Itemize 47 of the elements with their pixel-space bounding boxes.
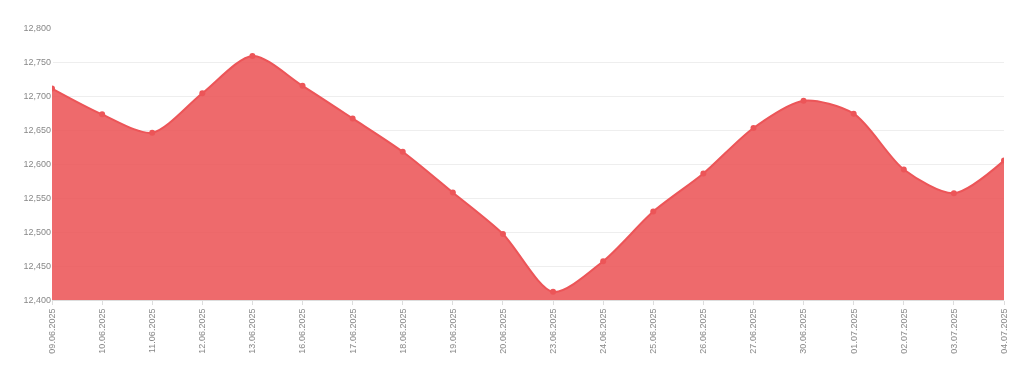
point (149, 129, 156, 136)
x-tick-label: 16.06.2025 (297, 308, 308, 354)
point (249, 52, 256, 59)
y-tick-label: 12,750 (23, 57, 51, 68)
y-tick-label: 12,700 (23, 91, 51, 102)
point (750, 124, 757, 131)
y-tick-label: 12,550 (23, 193, 51, 204)
point (850, 110, 857, 117)
point (349, 115, 356, 122)
point (499, 231, 506, 238)
y-tick-label: 12,800 (23, 23, 51, 34)
x-tick-label: 17.06.2025 (347, 308, 358, 354)
point (600, 258, 607, 265)
y-tick-label: 12,500 (23, 227, 51, 238)
x-tick-label: 02.07.2025 (898, 308, 909, 354)
x-tick-label: 27.06.2025 (748, 308, 759, 354)
x-tick-label: 24.06.2025 (598, 308, 609, 354)
point (650, 208, 657, 215)
x-tick-label: 10.06.2025 (97, 308, 108, 354)
y-tick-label: 12,450 (23, 261, 51, 272)
point (550, 288, 557, 295)
point (700, 170, 707, 177)
x-tick-label: 23.06.2025 (547, 308, 558, 354)
x-tick-label: 03.07.2025 (948, 308, 959, 354)
point (950, 190, 957, 197)
point (299, 82, 306, 89)
x-tick-label: 20.06.2025 (497, 308, 508, 354)
point (99, 111, 106, 118)
x-tick-label: 11.06.2025 (147, 308, 158, 353)
point (199, 90, 206, 97)
x-tick-label: 13.06.2025 (247, 308, 258, 354)
point (399, 148, 406, 155)
x-tick-label: 19.06.2025 (447, 308, 458, 354)
point (449, 189, 456, 196)
y-tick-label: 12,600 (23, 159, 51, 170)
y-tick-label: 12,400 (23, 295, 51, 306)
point (800, 97, 807, 104)
x-tick-label: 26.06.2025 (698, 308, 709, 354)
x-tick-label: 25.06.2025 (648, 308, 659, 354)
x-tick-label: 18.06.2025 (397, 308, 408, 354)
x-tick-label: 12.06.2025 (197, 308, 208, 354)
x-tick-label: 30.06.2025 (798, 308, 809, 354)
x-tick-label: 01.07.2025 (848, 308, 859, 354)
y-tick-label: 12,650 (23, 125, 51, 136)
x-tick-label: 04.07.2025 (998, 308, 1009, 354)
x-tick-label: 09.06.2025 (46, 308, 57, 354)
point (900, 166, 907, 173)
